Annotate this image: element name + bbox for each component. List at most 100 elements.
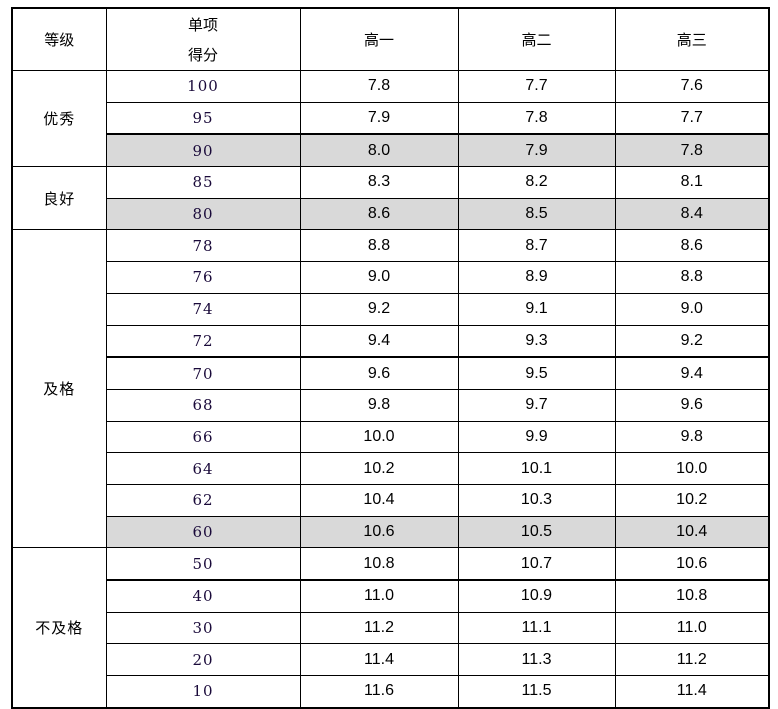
- grade1-value: 11.0: [299, 579, 459, 613]
- grade3-value: 11.2: [614, 643, 770, 677]
- grade1-value: 9.0: [299, 261, 459, 294]
- grade1-value: 9.4: [299, 324, 459, 359]
- score-cell: 64: [105, 452, 301, 485]
- grade1-value: 11.4: [299, 643, 459, 677]
- table-row: 72 9.4 9.3 9.2: [12, 324, 770, 359]
- grade3-value: 9.2: [614, 324, 770, 359]
- grade3-value: 10.6: [614, 547, 770, 582]
- grade1-value: 10.0: [299, 420, 459, 454]
- grade3-value: 7.6: [614, 70, 770, 103]
- grade1-value: 10.6: [299, 515, 459, 549]
- grade3-value: 7.8: [614, 133, 770, 168]
- grade1-value: 8.3: [299, 166, 459, 199]
- score-cell: 90: [105, 133, 301, 168]
- header-row: 等级 单项 得分 高一 高二 高三: [11, 7, 770, 71]
- grade1-value: 9.8: [299, 388, 459, 422]
- grade1-value: 7.8: [299, 70, 459, 103]
- grade3-value: 10.8: [614, 579, 770, 613]
- table-row: 68 9.8 9.7 9.6: [12, 388, 770, 422]
- header-score: 单项 得分: [105, 7, 301, 71]
- grade2-value: 10.7: [457, 547, 616, 582]
- table-row: 64 10.2 10.1 10.0: [12, 452, 770, 485]
- grade1-value: 10.2: [299, 452, 459, 485]
- grade3-value: 8.4: [614, 197, 770, 231]
- grade-label: 优秀: [11, 69, 107, 168]
- score-cell: 85: [105, 166, 301, 199]
- grade2-value: 11.5: [457, 675, 616, 709]
- grade1-value: 8.0: [299, 133, 459, 168]
- grade2-value: 8.2: [457, 166, 616, 199]
- table-row: 20 11.4 11.3 11.2: [12, 643, 770, 677]
- header-score-line2: 得分: [187, 45, 218, 64]
- table-row: 40 11.0 10.9 10.8: [12, 579, 770, 613]
- grade3-value: 11.0: [614, 611, 770, 645]
- grade2-value: 7.8: [457, 101, 616, 136]
- grade3-value: 9.8: [614, 420, 770, 454]
- score-cell: 10: [105, 675, 301, 709]
- grade3-value: 10.0: [614, 452, 770, 485]
- grade3-value: 10.2: [614, 483, 770, 517]
- grade-label: 及格: [11, 229, 107, 549]
- grade1-value: 9.2: [299, 292, 459, 326]
- table-row: 95 7.9 7.8 7.7: [12, 101, 770, 136]
- header-grade-3: 高三: [614, 7, 770, 71]
- score-cell: 50: [105, 547, 301, 582]
- score-cell: 100: [105, 70, 301, 103]
- grade2-value: 11.3: [457, 643, 616, 677]
- score-cell: 30: [105, 611, 301, 645]
- grade2-value: 8.5: [457, 197, 616, 231]
- score-cell: 72: [105, 324, 301, 359]
- grade3-value: 9.0: [614, 292, 770, 326]
- table-row: 76 9.0 8.9 8.8: [12, 261, 770, 294]
- grade-label: 良好: [11, 166, 107, 231]
- grade2-value: 8.9: [457, 261, 616, 294]
- table-row: 70 9.6 9.5 9.4: [12, 356, 770, 390]
- score-cell: 78: [105, 229, 301, 263]
- grade3-value: 8.8: [614, 261, 770, 294]
- grade1-value: 7.9: [299, 101, 459, 136]
- table-row: 10 11.6 11.5 11.4: [12, 675, 770, 709]
- score-cell: 68: [105, 388, 301, 422]
- grade2-value: 9.7: [457, 388, 616, 422]
- table-row: 不及格 50 10.8 10.7 10.6: [11, 547, 770, 709]
- grade-label: 不及格: [11, 547, 107, 709]
- grade3-value: 10.4: [614, 515, 770, 549]
- grade2-value: 7.7: [457, 70, 616, 103]
- grade3-value: 8.6: [614, 229, 770, 263]
- grade3-value: 9.4: [614, 356, 770, 390]
- score-cell: 74: [105, 292, 301, 326]
- header-grade: 等级: [11, 7, 107, 71]
- grade2-value: 10.9: [457, 579, 616, 613]
- grade2-value: 9.1: [457, 292, 616, 326]
- grade2-value: 10.5: [457, 515, 616, 549]
- score-cell: 66: [105, 420, 301, 454]
- table-row: 优秀 100 7.8 7.7 7.6: [11, 69, 770, 168]
- score-cell: 95: [105, 101, 301, 136]
- header-grade-1: 高一: [299, 7, 459, 71]
- table-row: 62 10.4 10.3 10.2: [12, 483, 770, 517]
- grade2-value: 8.7: [457, 229, 616, 263]
- grade1-value: 11.2: [299, 611, 459, 645]
- grade3-value: 9.6: [614, 388, 770, 422]
- grade1-value: 11.6: [299, 675, 459, 709]
- grade2-value: 9.5: [457, 356, 616, 390]
- grade3-value: 7.7: [614, 101, 770, 136]
- score-cell: 80: [105, 197, 301, 231]
- grade3-value: 11.4: [614, 675, 770, 709]
- grade1-value: 10.4: [299, 483, 459, 517]
- grade2-value: 7.9: [457, 133, 616, 168]
- grade1-value: 8.6: [299, 197, 459, 231]
- score-cell: 40: [105, 579, 301, 613]
- grade2-value: 9.3: [457, 324, 616, 359]
- score-cell: 76: [105, 261, 301, 294]
- score-cell: 20: [105, 643, 301, 677]
- score-cell: 70: [105, 356, 301, 390]
- table-row: 60 10.6 10.5 10.4: [12, 515, 770, 549]
- table-row: 66 10.0 9.9 9.8: [12, 420, 770, 454]
- score-cell: 62: [105, 483, 301, 517]
- grade1-value: 8.8: [299, 229, 459, 263]
- table-row: 及格 78 8.8 8.7 8.6: [11, 229, 770, 549]
- table-row: 80 8.6 8.5 8.4: [12, 197, 770, 231]
- grade2-value: 11.1: [457, 611, 616, 645]
- grade3-value: 8.1: [614, 166, 770, 199]
